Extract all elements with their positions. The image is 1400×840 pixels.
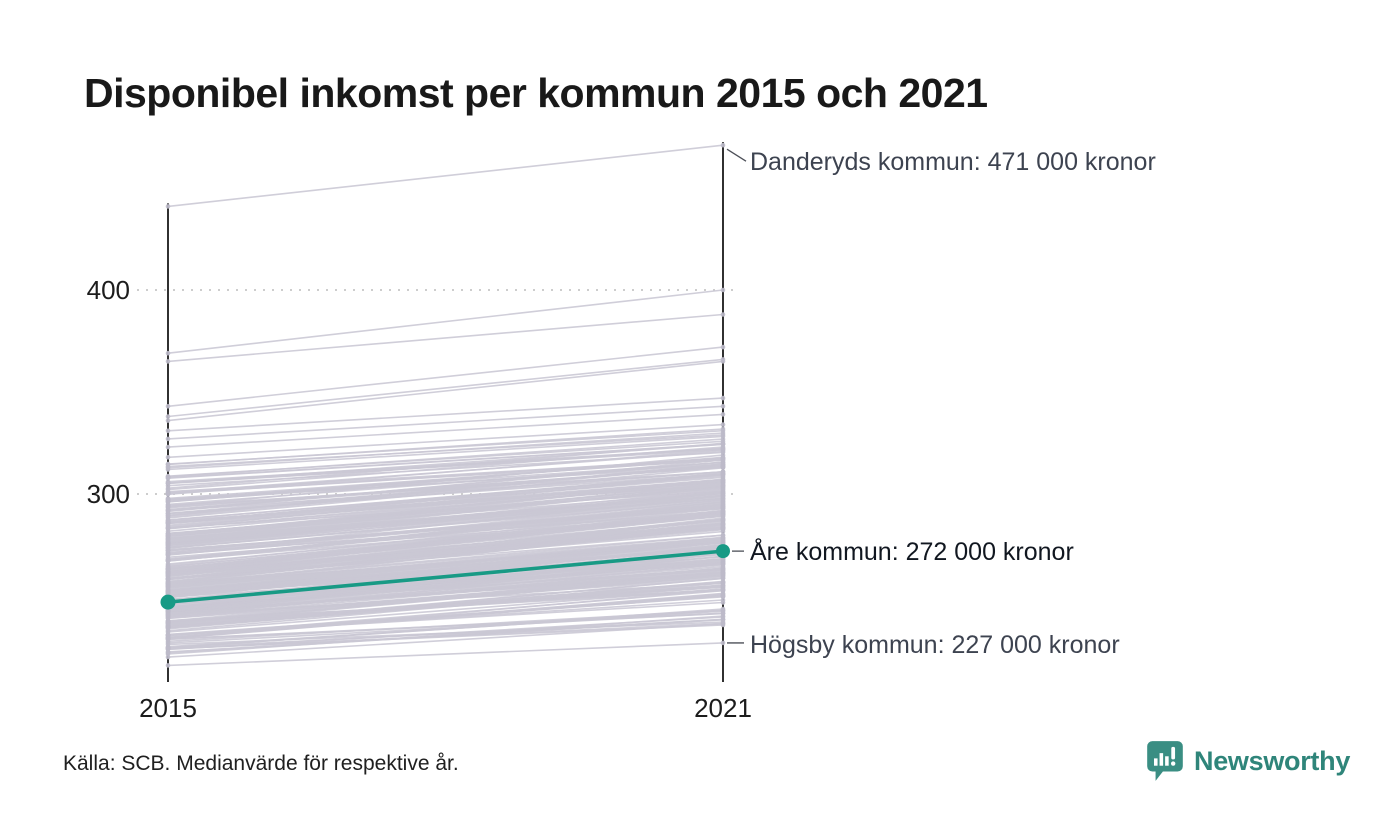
x-axis-label-2015: 2015 xyxy=(139,693,197,723)
annotation-hogsby: Högsby kommun: 227 000 kronor xyxy=(750,630,1120,659)
annotation-danderyd: Danderyds kommun: 471 000 kronor xyxy=(750,148,1156,177)
annotation-leaders xyxy=(726,148,747,644)
highlight-dot-2021 xyxy=(716,544,730,559)
page-title: Disponibel inkomst per kommun 2015 och 2… xyxy=(84,70,988,116)
y-tick-label-300: 300 xyxy=(86,479,130,509)
highlight-series xyxy=(160,544,730,610)
y-tick-label-400: 400 xyxy=(86,275,130,305)
newsworthy-wordmark: Newsworthy xyxy=(1194,745,1351,776)
highlight-dot-2015 xyxy=(160,594,176,610)
newsworthy-icon xyxy=(1147,741,1183,781)
newsworthy-logo[interactable]: Newsworthy xyxy=(1146,739,1350,783)
x-axis-label-2021: 2021 xyxy=(694,693,752,723)
source-note: Källa: SCB. Medianvärde för respektive å… xyxy=(63,752,459,775)
annotation-are: Åre kommun: 272 000 kronor xyxy=(750,538,1074,567)
background-lines xyxy=(165,142,726,668)
